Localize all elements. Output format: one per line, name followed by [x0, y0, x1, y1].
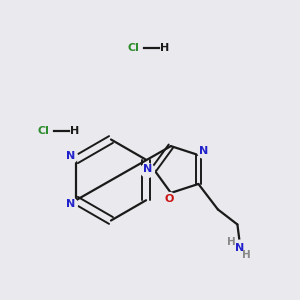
- Text: H: H: [160, 43, 169, 53]
- Text: H: H: [70, 125, 80, 136]
- Text: H: H: [242, 250, 251, 260]
- Text: N: N: [235, 243, 244, 253]
- Text: N: N: [66, 199, 75, 208]
- Text: O: O: [164, 194, 173, 204]
- Text: Cl: Cl: [38, 125, 50, 136]
- Text: N: N: [66, 152, 75, 161]
- Text: N: N: [143, 164, 152, 175]
- Text: N: N: [199, 146, 208, 156]
- Text: H: H: [227, 238, 236, 248]
- Text: Cl: Cl: [128, 43, 140, 53]
